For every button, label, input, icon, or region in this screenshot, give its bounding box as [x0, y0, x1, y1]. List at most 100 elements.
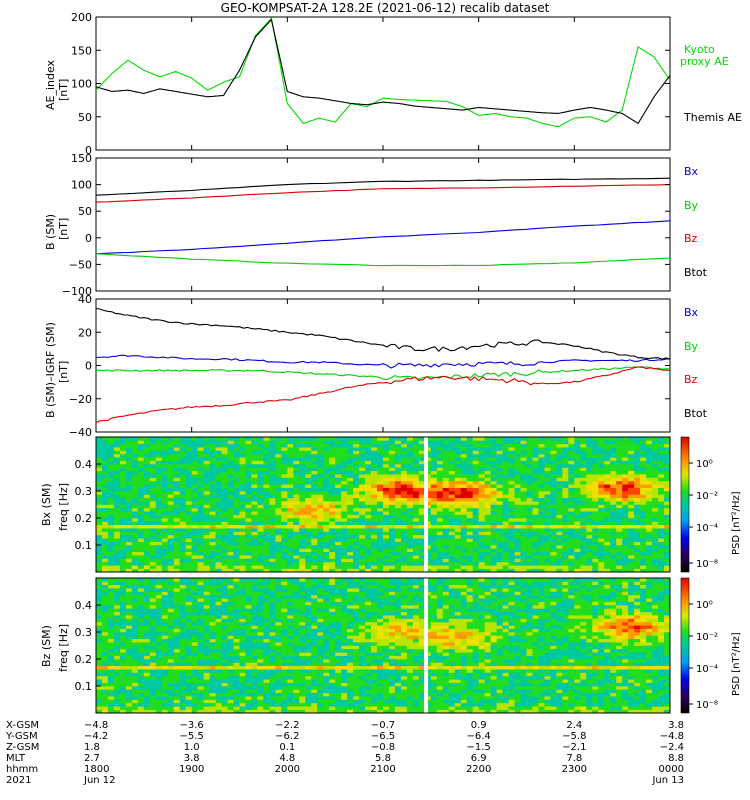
- psd-cell: [454, 484, 462, 488]
- psd-cell: [640, 437, 647, 441]
- psd-cell: [125, 618, 133, 623]
- psd-cell: [131, 598, 139, 602]
- psd-cell: [125, 696, 133, 700]
- psd-cell: [251, 521, 258, 526]
- psd-cell: [107, 648, 115, 653]
- psd-cell: [532, 558, 539, 563]
- psd-cell: [406, 474, 414, 478]
- psd-cell: [550, 565, 557, 569]
- psd-cell: [149, 618, 157, 623]
- psd-cell: [508, 511, 515, 515]
- psd-cell: [317, 450, 324, 455]
- psd-cell: [179, 682, 186, 687]
- psd-cell: [622, 558, 629, 563]
- psd-cell: [406, 484, 414, 488]
- psd-cell: [646, 511, 653, 515]
- psd-cell: [125, 594, 133, 599]
- psd-cell: [161, 511, 169, 515]
- psd-cell: [203, 635, 210, 640]
- psd-cell: [442, 541, 450, 546]
- psd-cell: [520, 565, 527, 569]
- psd-cell: [191, 682, 198, 687]
- psd-cell: [221, 635, 228, 640]
- psd-cell: [257, 460, 264, 465]
- psd-cell: [496, 470, 503, 475]
- psd-cell: [538, 477, 545, 482]
- psd-cell: [113, 689, 121, 694]
- psd-cell: [574, 474, 581, 478]
- psd-cell: [155, 494, 163, 499]
- psd-cell: [616, 457, 623, 461]
- psd-cell: [430, 470, 438, 475]
- psd-cell: [293, 460, 300, 465]
- psd-cell: [383, 453, 390, 458]
- psd-cell: [215, 692, 222, 697]
- psd-cell: [628, 511, 635, 515]
- psd-cell: [113, 453, 121, 458]
- psd-cell: [143, 665, 151, 670]
- psd-cell: [604, 518, 611, 522]
- psd-cell: [616, 521, 623, 526]
- psd-cell: [490, 518, 497, 522]
- psd-cell: [299, 437, 306, 441]
- psd-cell: [203, 696, 210, 700]
- psd-cell: [550, 491, 557, 495]
- psd-cell: [371, 531, 378, 536]
- psd-cell: [418, 437, 426, 441]
- psd-cell: [394, 568, 402, 572]
- psd-cell: [239, 518, 246, 522]
- psd-cell: [436, 497, 444, 502]
- psd-cell: [394, 480, 402, 485]
- psd-cell: [233, 645, 240, 650]
- psd-cell: [520, 568, 527, 572]
- psd-cell: [119, 618, 127, 623]
- psd-cell: [646, 467, 653, 472]
- psd-cell: [167, 642, 175, 646]
- psd-cell: [622, 565, 629, 569]
- psd-cell: [311, 504, 318, 509]
- psd-cell: [251, 531, 258, 536]
- psd-cell: [640, 494, 647, 499]
- psd-cell: [197, 659, 204, 663]
- psd-cell: [520, 443, 527, 448]
- psd-cell: [430, 561, 438, 566]
- psd-cell: [652, 484, 659, 488]
- psd-cell: [227, 692, 234, 697]
- psd-cell: [179, 470, 186, 475]
- psd-cell: [508, 558, 515, 563]
- psd-cell: [436, 450, 444, 455]
- psd-cell: [125, 507, 133, 512]
- psd-cell: [113, 706, 121, 710]
- psd-cell: [430, 497, 438, 502]
- psd-cell: [293, 470, 300, 475]
- psd-cell: [442, 548, 450, 553]
- psd-cell: [646, 548, 653, 553]
- psd-cell: [526, 457, 533, 461]
- psd-cell: [245, 555, 252, 559]
- psd-cell: [514, 555, 521, 559]
- psd-cell: [131, 514, 139, 519]
- psd-cell: [227, 541, 234, 546]
- psd-cell: [167, 565, 175, 569]
- psd-cell: [640, 511, 647, 515]
- psd-cell: [388, 450, 396, 455]
- psd-cell: [580, 450, 587, 455]
- psd-cell: [299, 477, 306, 482]
- psd-cell: [353, 514, 360, 519]
- psd-cell: [371, 545, 378, 549]
- psd-cell: [388, 514, 396, 519]
- psd-cell: [101, 679, 109, 683]
- psd-cell: [305, 460, 312, 465]
- psd-cell: [323, 541, 330, 546]
- psd-cell: [293, 484, 300, 488]
- psd-cell: [119, 504, 127, 509]
- psd-cell: [377, 548, 384, 553]
- psd-cell: [634, 507, 641, 512]
- psd-cell: [125, 659, 133, 663]
- psd-cell: [107, 642, 115, 646]
- psd-cell: [592, 568, 599, 572]
- psd-cell: [299, 464, 306, 468]
- psd-cell: [149, 437, 157, 441]
- psd-cell: [263, 507, 270, 512]
- psd-cell: [179, 437, 186, 441]
